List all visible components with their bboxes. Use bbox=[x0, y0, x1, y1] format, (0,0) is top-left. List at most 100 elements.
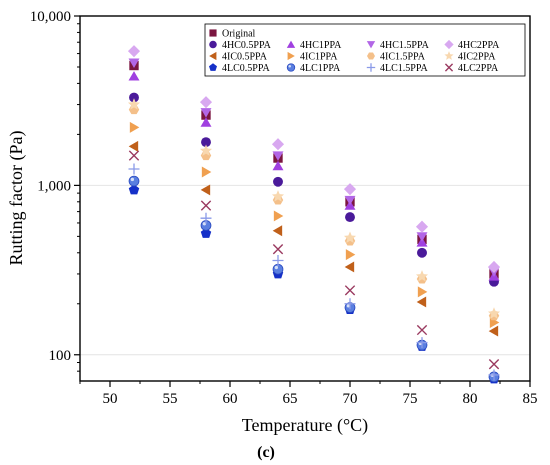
point-4LC1PPA-64-highlight bbox=[274, 265, 278, 270]
legend-marker-4IC1PPA bbox=[287, 51, 295, 61]
point-4LC1.5PPA-76 bbox=[416, 337, 428, 349]
y-tick-label-2: 10,000 bbox=[30, 9, 71, 25]
point-4HC0.5PPA-76 bbox=[417, 247, 427, 258]
legend-label-4IC0.5PPA: 4IC0.5PPA bbox=[222, 52, 268, 63]
point-4HC1PPA-58 bbox=[200, 117, 212, 127]
x-tick-label-2: 60 bbox=[223, 391, 238, 407]
x-axis-label: Temperature (°C) bbox=[242, 415, 368, 436]
legend-label-4IC1.5PPA: 4IC1.5PPA bbox=[380, 52, 426, 63]
point-4IC0.5PPA-76 bbox=[416, 296, 427, 308]
legend-label-4HC1.5PPA: 4HC1.5PPA bbox=[380, 40, 430, 51]
point-4IC2PPA-58 bbox=[199, 144, 213, 156]
legend-label-4LC1.5PPA: 4LC1.5PPA bbox=[380, 63, 428, 74]
x-tick-label-0: 50 bbox=[103, 391, 118, 407]
legend-box bbox=[204, 23, 526, 77]
point-4IC2PPA-82 bbox=[487, 307, 501, 319]
legend-label-4LC1PPA: 4LC1PPA bbox=[300, 63, 341, 74]
point-4HC2PPA-82 bbox=[487, 260, 501, 273]
point-4HC1PPA-64 bbox=[272, 160, 284, 171]
series-4IC1PPA bbox=[129, 121, 500, 328]
legend-label-4LC2PPA: 4LC2PPA bbox=[458, 63, 499, 74]
legend-marker-4LC2PPA bbox=[444, 63, 454, 72]
legend-marker-4IC2PPA bbox=[444, 51, 454, 60]
point-4IC2PPA-76 bbox=[415, 270, 429, 282]
point-4LC1.5PPA-52 bbox=[128, 163, 140, 175]
point-4LC1PPA-58-highlight bbox=[202, 222, 207, 226]
point-4IC2PPA-70 bbox=[343, 231, 357, 243]
plot-frame bbox=[79, 15, 531, 382]
point-4HC1.5PPA-58 bbox=[200, 108, 212, 118]
point-4HC0.5PPA-52 bbox=[129, 92, 139, 103]
point-4LC0.5PPA-58 bbox=[200, 227, 212, 238]
x-tick-label-6: 80 bbox=[463, 391, 478, 407]
y-tick-label-0: 100 bbox=[49, 348, 72, 364]
point-4LC2PPA-82 bbox=[488, 358, 500, 370]
point-4LC0.5PPA-52 bbox=[128, 184, 140, 195]
legend-marker-4LC1.5PPA bbox=[366, 63, 376, 72]
point-4IC2PPA-64 bbox=[271, 190, 285, 202]
series-4IC2PPA bbox=[127, 98, 501, 319]
point-4LC2PPA-76 bbox=[416, 324, 428, 336]
point-4IC1PPA-58 bbox=[201, 166, 212, 178]
point-4IC0.5PPA-52 bbox=[128, 140, 139, 152]
y-axis: 100 1,000 10,000 bbox=[30, 9, 80, 372]
point-4HC1PPA-52 bbox=[128, 71, 140, 81]
series-4IC1.5PPA bbox=[128, 105, 500, 321]
point-4LC1PPA-70-highlight bbox=[346, 304, 350, 308]
legend-label-4LC0.5PPA: 4LC0.5PPA bbox=[222, 63, 270, 74]
x-tick-label-5: 75 bbox=[403, 391, 418, 407]
x-tick-label-3: 65 bbox=[283, 391, 298, 407]
series-4LC1.5PPA bbox=[128, 163, 500, 381]
series-Original bbox=[129, 60, 499, 279]
x-axis: 50 55 60 65 70 75 80 85 bbox=[79, 381, 538, 407]
point-4IC0.5PPA-58 bbox=[200, 184, 211, 196]
series-4HC1.5PPA bbox=[128, 58, 500, 277]
point-4IC2PPA-52 bbox=[127, 98, 141, 110]
point-4HC1.5PPA-64 bbox=[272, 151, 284, 161]
point-4IC1PPA-76 bbox=[417, 286, 428, 298]
point-4HC1.5PPA-52 bbox=[128, 58, 140, 69]
legend-marker-4HC1PPA bbox=[286, 40, 296, 48]
point-4LC1.5PPA-64 bbox=[272, 255, 284, 267]
legend-label-4HC0.5PPA: 4HC0.5PPA bbox=[222, 40, 272, 51]
point-4HC1PPA-76 bbox=[416, 237, 428, 247]
legend-label-4HC1PPA: 4HC1PPA bbox=[300, 40, 342, 51]
legend-marker-4HC1.5PPA bbox=[366, 41, 376, 49]
figure-caption: (c) bbox=[257, 444, 275, 461]
y-tick-label-1: 1,000 bbox=[37, 178, 71, 194]
legend-marker-4LC1PPA-highlight bbox=[288, 64, 291, 68]
legend-marker-4HC2PPA bbox=[444, 39, 454, 50]
point-4LC1.5PPA-70 bbox=[344, 298, 356, 310]
point-4HC2PPA-64 bbox=[271, 138, 285, 151]
series-4LC0.5PPA bbox=[128, 184, 500, 384]
point-4LC1.5PPA-82 bbox=[488, 369, 500, 381]
point-4IC0.5PPA-70 bbox=[344, 261, 355, 273]
point-4LC1PPA-52 bbox=[128, 175, 140, 187]
point-4HC2PPA-70 bbox=[343, 183, 357, 196]
x-tick-label-1: 55 bbox=[163, 391, 178, 407]
legend-label-4HC2PPA: 4HC2PPA bbox=[458, 40, 500, 51]
point-4LC2PPA-70 bbox=[344, 285, 356, 296]
point-4LC1PPA-52-highlight bbox=[130, 177, 135, 182]
point-4HC1.5PPA-70 bbox=[344, 195, 356, 206]
x-tick-label-4: 70 bbox=[343, 391, 358, 407]
point-4IC0.5PPA-82 bbox=[488, 325, 499, 337]
legend-marker-4HC0.5PPA bbox=[209, 40, 217, 49]
point-4HC2PPA-52 bbox=[127, 45, 141, 58]
x-tick-label-7: 85 bbox=[523, 391, 538, 407]
legend-marker-4LC0.5PPA bbox=[209, 63, 217, 71]
point-4IC1PPA-52 bbox=[129, 121, 140, 133]
data-points bbox=[127, 45, 501, 384]
legend-marker-Original bbox=[209, 29, 217, 37]
series-4HC2PPA bbox=[127, 45, 501, 273]
point-4HC0.5PPA-58 bbox=[201, 137, 211, 148]
point-4HC0.5PPA-64 bbox=[273, 176, 283, 187]
point-4IC0.5PPA-64 bbox=[272, 225, 283, 237]
series-4LC1PPA bbox=[128, 175, 500, 383]
point-4IC1PPA-64 bbox=[273, 210, 284, 222]
legend-label-Original: Original bbox=[222, 29, 256, 40]
series-4IC0.5PPA bbox=[128, 140, 499, 337]
point-4HC2PPA-58 bbox=[199, 96, 213, 109]
